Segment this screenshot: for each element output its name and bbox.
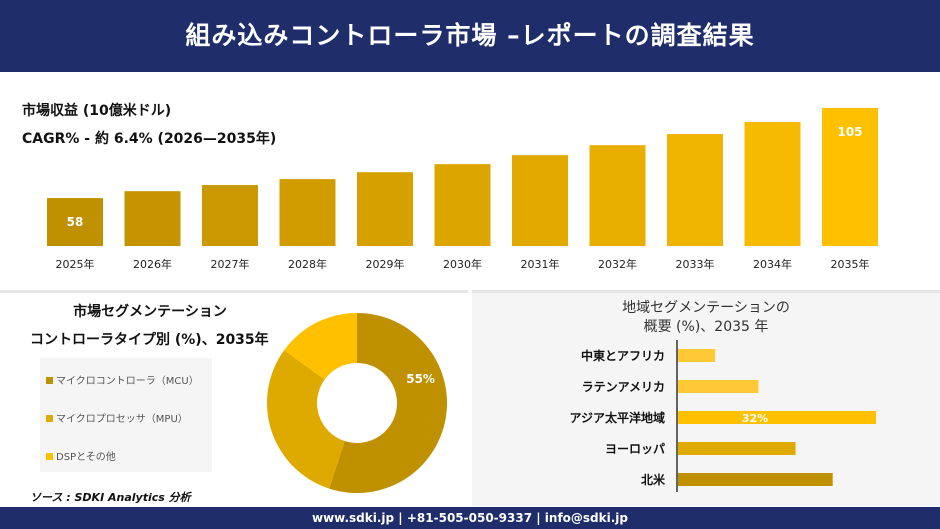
year-tick-label: 2032年 [598,257,637,271]
year-tick-label: 2027年 [211,257,250,271]
year-tick-label: 2034年 [753,257,792,271]
bar-data-label: 58 [67,215,84,229]
revenue-bar [667,134,723,246]
region-segment-panel: 地域セグメンテーションの 概要 (%)、2035 年 [472,290,940,506]
region-bar [678,473,833,486]
donut-slice [329,313,447,493]
source-note: ソース : SDKI Analytics 分析 [30,491,191,504]
legend-swatch [46,377,53,384]
revenue-bar [822,108,878,246]
bar-data-label: 105 [837,125,862,139]
year-tick-label: 2028年 [288,257,327,271]
year-tick-label: 2031年 [521,257,560,271]
revenue-bar-chart: 2025年 58 2026年 2027年 2028年 2029年 2030年 2031年 203… [47,108,878,271]
legend-item: マイクロプロセッサ（MPU） [46,410,188,425]
region-bar [678,380,759,393]
revenue-bar [744,121,801,246]
legend-item: DSPとその他 [46,448,116,463]
revenue-bar [279,179,336,246]
region-bar [678,442,796,455]
region-label: アジア太平洋地域 [569,410,665,425]
legend-swatch [46,415,53,422]
legend-item: マイクロコントローラ（MCU） [46,372,199,387]
year-tick-label: 2033年 [676,257,715,271]
region-bar [678,411,876,424]
revenue-bar [47,198,103,246]
region-label: ラテンアメリカ [582,380,665,394]
page-title: 組み込みコントローラ市場 –レポートの調査結果 [0,0,940,72]
region-label: ヨーロッパ [605,442,665,456]
bar-data-label: 32% [742,412,768,425]
revenue-label: 市場収益 (10億米ドル) [22,103,172,119]
revenue-bar [357,172,413,246]
legend-label: マイクロコントローラ（MCU） [56,376,199,387]
donut-slice [284,313,357,380]
pie-subtitle: コントローラタイプ別 (%)、2035年 [30,332,269,348]
slice-data-label: 55% [406,372,435,386]
region-label: 中東とアフリカ [581,348,665,363]
revenue-bar [589,145,646,246]
legend-label: マイクロプロセッサ（MPU） [56,414,188,425]
revenue-bar [202,185,258,246]
cagr-label: CAGR% - 約 6.4% (2026—2035年) [22,131,277,147]
legend-swatch [46,453,53,460]
revenue-bar [434,164,491,246]
pie-title: 市場セグメンテーション [73,304,227,320]
revenue-bar [124,191,181,246]
year-tick-label: 2035年 [831,257,870,271]
type-donut-chart: 55% [267,313,447,493]
donut-slice [267,350,345,489]
revenue-bar [512,155,568,246]
region-title: 地域セグメンテーションの 概要 (%)、2035 年 [622,300,790,335]
pie-legend: マイクロコントローラ（MCU） マイクロプロセッサ（MPU） DSPとその他 [40,358,212,472]
year-tick-label: 2026年 [133,257,172,271]
region-bar [678,349,716,362]
region-label: 北米 [641,472,666,487]
year-tick-label: 2030年 [443,257,482,271]
legend-label: DSPとその他 [56,452,116,463]
year-tick-label: 2029年 [366,257,405,271]
footer-contact: www.sdki.jp | +81-505-050-9337 | info@sd… [0,507,940,529]
year-tick-label: 2025年 [56,257,95,271]
